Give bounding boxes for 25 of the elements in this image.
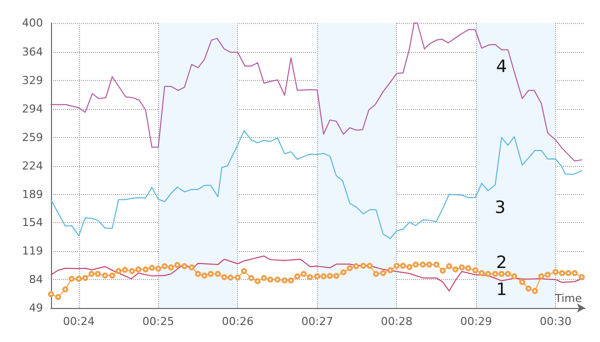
y-tick-label: 294 <box>22 102 43 116</box>
series-label: 3 <box>494 198 506 218</box>
x-axis-title: Time <box>554 292 582 305</box>
series-label: 4 <box>496 56 507 77</box>
y-tick-label: 84 <box>29 273 43 286</box>
y-tick-label: 400 <box>22 16 43 30</box>
y-tick-label: 364 <box>22 46 43 59</box>
series-label: 2 <box>496 252 507 273</box>
y-tick-label: 49 <box>29 302 43 314</box>
series-label: 1 <box>496 280 507 300</box>
x-tick-label: 00:24 <box>62 315 95 328</box>
x-tick-label: 00:26 <box>222 315 254 328</box>
y-tick-label: 119 <box>22 244 43 258</box>
y-tick-label: 154 <box>22 216 43 230</box>
x-tick-label: 00:27 <box>301 315 334 328</box>
x-tick-label: 00:28 <box>380 315 413 328</box>
y-tick-label: 329 <box>22 74 43 88</box>
y-tick-label: 259 <box>22 130 43 144</box>
line-series <box>50 22 582 162</box>
line-series <box>50 130 582 240</box>
x-tick-label: 00:25 <box>142 315 174 328</box>
y-tick-label: 224 <box>22 159 43 172</box>
x-tick-label: 00:29 <box>460 315 492 328</box>
y-tick-label: 189 <box>22 188 43 201</box>
x-tick-label: 00:30 <box>540 315 572 328</box>
